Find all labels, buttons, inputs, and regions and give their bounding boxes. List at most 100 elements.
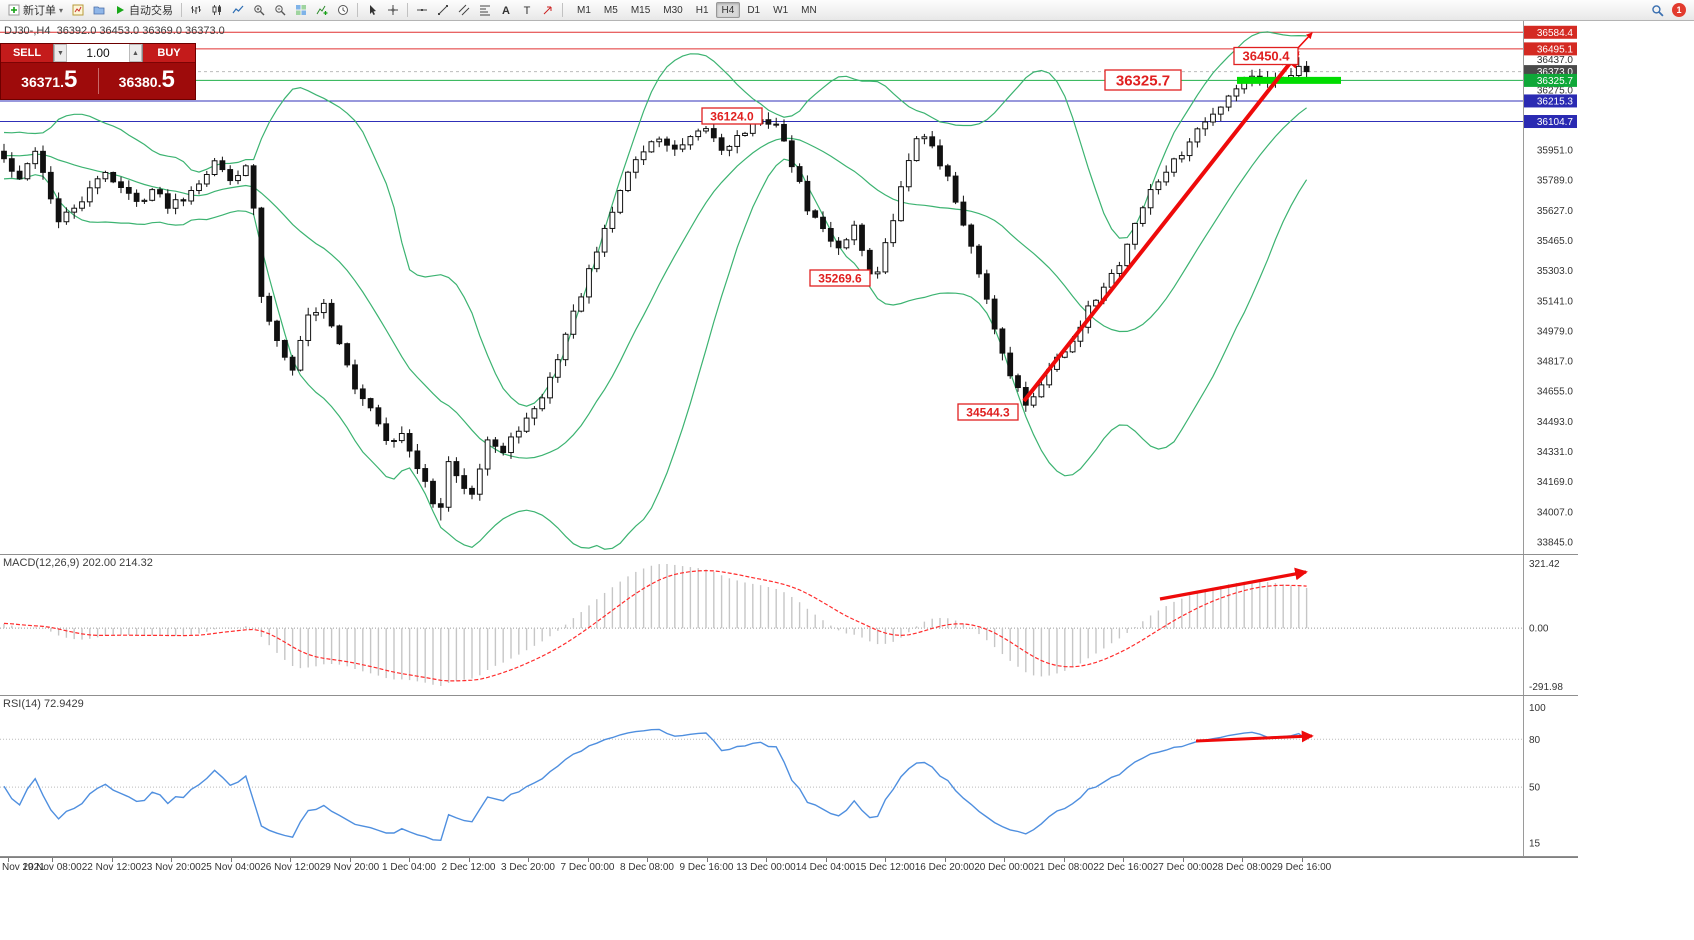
svg-text:36325.7: 36325.7: [1116, 72, 1170, 89]
svg-text:100: 100: [1529, 703, 1546, 714]
horizontal-line-tool-button[interactable]: [412, 1, 432, 19]
crosshair-button[interactable]: [383, 1, 403, 19]
time-label: 9 Dec 16:00: [679, 862, 734, 873]
svg-text:36325.7: 36325.7: [1537, 76, 1574, 87]
time-tick: [409, 858, 410, 862]
timeframe-m15-button[interactable]: M15: [630, 5, 651, 16]
rsi-canvas[interactable]: 100 80 50 15: [0, 696, 1578, 856]
svg-text:50: 50: [1529, 783, 1541, 794]
volume-control: ▼ 1.00 ▲: [53, 44, 143, 62]
text-icon: A: [502, 5, 510, 16]
arrows-tool-button[interactable]: [538, 1, 558, 19]
trendline-icon: [438, 5, 449, 15]
time-tick: [587, 858, 589, 862]
svg-text:35789.0: 35789.0: [1537, 176, 1574, 187]
auto-trading-button[interactable]: 自动交易: [110, 1, 177, 19]
timeframe-h1-button[interactable]: H1: [695, 5, 709, 16]
label-tool-button[interactable]: T: [517, 1, 537, 19]
notification-badge[interactable]: 1: [1672, 3, 1686, 17]
period-button[interactable]: [333, 1, 353, 19]
timeframe-m1-button[interactable]: M1: [577, 5, 591, 16]
line-chart-icon: [232, 5, 244, 14]
time-label: 27 Dec 00:00: [1152, 862, 1213, 873]
volume-input[interactable]: 1.00: [86, 46, 110, 60]
price-divider: [97, 68, 99, 94]
time-tick: [8, 858, 9, 862]
dropdown-caret-icon: ▾: [59, 5, 64, 15]
toolbar-separator: [357, 3, 359, 17]
svg-text:36437.0: 36437.0: [1537, 55, 1574, 66]
timeframe-m30-button[interactable]: M30: [663, 5, 683, 16]
indicators-button[interactable]: [312, 1, 332, 19]
rsi-line: [3, 728, 1308, 842]
timeframe-h4-button[interactable]: H4: [715, 2, 741, 18]
time-label: 16 Dec 20:00: [914, 862, 975, 873]
time-tick: [468, 858, 470, 862]
tile-windows-button[interactable]: [291, 1, 311, 19]
svg-text:A: A: [502, 5, 510, 16]
timeframe-m5-button[interactable]: M5: [603, 5, 618, 16]
zoom-in-button[interactable]: [249, 1, 269, 19]
text-tool-button[interactable]: A: [496, 1, 516, 19]
svg-text:34544.3: 34544.3: [966, 405, 1010, 419]
buy-button[interactable]: BUY: [143, 44, 195, 62]
tile-windows-icon: [296, 5, 307, 15]
svg-text:36104.7: 36104.7: [1537, 117, 1574, 128]
macd-canvas[interactable]: 321.42 0.00 -291.98: [0, 555, 1578, 695]
line-chart-type-button[interactable]: [228, 1, 248, 19]
time-tick: [1301, 858, 1303, 862]
timeframe-d1-button[interactable]: D1: [747, 5, 761, 16]
new-order-label: 新订单: [23, 5, 56, 17]
price-panel: 36450.4 36325.7 36124.0 35269.6 34544.3 36437…: [0, 21, 1578, 555]
time-tick: [1123, 858, 1124, 862]
time-tick: [1004, 858, 1005, 862]
time-tick: [52, 858, 53, 862]
time-tick: [111, 858, 113, 862]
candle-chart-type-button[interactable]: [207, 1, 227, 19]
svg-text:T: T: [524, 5, 531, 16]
timeframe-mn-button[interactable]: MN: [801, 5, 817, 16]
new-order-button[interactable]: 新订单 ▾: [4, 1, 67, 19]
profiles-button[interactable]: [89, 1, 109, 19]
svg-text:34979.0: 34979.0: [1537, 326, 1574, 337]
time-label: 1 Dec 04:00: [382, 862, 436, 873]
svg-text:36275.0: 36275.0: [1537, 85, 1574, 96]
new-chart-button[interactable]: [68, 1, 88, 19]
channel-tool-button[interactable]: [454, 1, 474, 19]
svg-text:36584.4: 36584.4: [1537, 28, 1574, 39]
one-click-trading-panel: SELL ▼ 1.00 ▲ BUY 36371.5 36380.5: [0, 43, 196, 100]
fibonacci-tool-button[interactable]: [475, 1, 495, 19]
volume-decrease-button[interactable]: ▼: [54, 44, 67, 62]
hline-icon: [417, 9, 428, 11]
sell-button[interactable]: SELL: [1, 44, 53, 62]
zoom-out-button[interactable]: [270, 1, 290, 19]
candles-icon: [212, 5, 222, 15]
bar-chart-type-button[interactable]: [186, 1, 206, 19]
price-chart-canvas[interactable]: 36450.4 36325.7 36124.0 35269.6 34544.3 36437…: [0, 21, 1578, 554]
price-scale[interactable]: 36437.0 36275.0 35951.0 35789.0 35627.0 35465…: [1523, 21, 1578, 554]
time-tick: [1063, 858, 1065, 862]
buy-price[interactable]: 36380.5: [118, 66, 175, 93]
toolbar-separator: [407, 3, 409, 17]
cursor-button[interactable]: [362, 1, 382, 19]
sell-price[interactable]: 36371.5: [21, 66, 78, 93]
cursor-icon: [370, 5, 377, 15]
time-label: 29 Nov 20:00: [319, 862, 380, 873]
macd-trend-arrow: [1159, 567, 1308, 601]
zoom-out-icon: [275, 5, 286, 16]
search-icon: [1651, 4, 1664, 17]
time-label: 19 Nov 08:00: [22, 862, 82, 873]
volume-increase-button[interactable]: ▲: [129, 44, 142, 62]
timeframe-w1-button[interactable]: W1: [773, 5, 789, 16]
svg-text:35141.0: 35141.0: [1537, 296, 1574, 307]
time-label: 7 Dec 00:00: [560, 862, 615, 873]
rsi-trend-arrow: [1195, 730, 1314, 743]
search-button[interactable]: [1647, 1, 1667, 19]
time-label: 25 Nov 04:00: [200, 862, 261, 873]
trendline-tool-button[interactable]: [433, 1, 453, 19]
time-tick: [766, 858, 767, 862]
profiles-folder-icon: [93, 6, 105, 15]
time-tick: [944, 858, 946, 862]
time-tick: [1182, 858, 1184, 862]
time-axis[interactable]: Nov 2021 19 Nov 08:00 22 Nov 12:00 23 Nov 2…: [0, 857, 1578, 873]
